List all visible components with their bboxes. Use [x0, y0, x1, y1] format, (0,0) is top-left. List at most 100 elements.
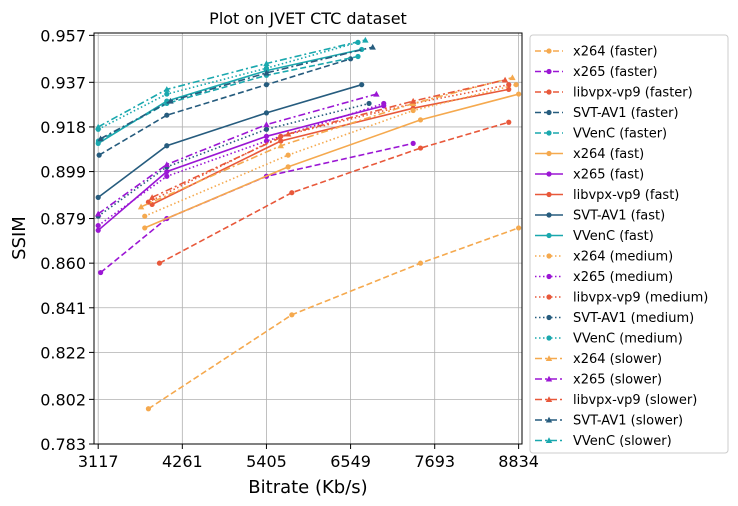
data-point [164, 173, 170, 179]
series-line [97, 83, 362, 199]
data-point [410, 140, 416, 146]
series-9 [95, 82, 365, 200]
data-point [145, 406, 152, 412]
legend-entry: SVT-AV1 (medium) [535, 311, 694, 326]
data-point [142, 225, 148, 231]
x-tick-label: 5405 [246, 452, 287, 471]
plot-area [93, 32, 523, 445]
legend-label: SVT-AV1 (fast) [573, 209, 665, 224]
x-tick-label: 7693 [414, 452, 455, 471]
data-point [95, 194, 101, 200]
x-tick-label: 4261 [162, 452, 203, 471]
series-line [159, 121, 510, 264]
y-axis-label: SSIM [9, 216, 30, 260]
legend-label: VVenC (slower) [573, 434, 672, 449]
legend-label: libvpx-vp9 (medium) [573, 291, 708, 306]
data-point [94, 210, 102, 217]
legend-marker [546, 273, 552, 280]
legend-label: x264 (medium) [573, 250, 673, 265]
data-point [263, 110, 270, 116]
data-point [509, 74, 516, 81]
y-tick-label: 0.879 [40, 210, 86, 229]
series-4 [96, 56, 354, 158]
legend-label: VVenC (faster) [573, 127, 667, 142]
legend-marker [545, 416, 553, 423]
data-point [381, 100, 387, 107]
data-point [369, 43, 376, 50]
data-point [95, 140, 101, 146]
legend-label: x265 (faster) [573, 65, 658, 80]
legend-label: x265 (fast) [573, 168, 644, 183]
legend-entry: x264 (slower) [535, 352, 662, 367]
data-point [98, 269, 104, 276]
data-point [410, 107, 416, 114]
y-tick-label: 0.899 [40, 163, 86, 182]
legend-entry: SVT-AV1 (slower) [535, 414, 683, 429]
legend-entry: libvpx-vp9 (faster) [535, 86, 693, 101]
series-17 [94, 90, 380, 217]
legend-label: libvpx-vp9 (fast) [573, 188, 679, 203]
legend-entry: VVenC (faster) [535, 127, 667, 142]
legend-marker [546, 232, 552, 239]
legend-label: SVT-AV1 (medium) [573, 311, 694, 326]
legend-marker [546, 253, 552, 259]
series-line [151, 79, 506, 199]
legend-marker [545, 355, 553, 362]
x-axis: 3117 4261 5405 6549 7693 8834 [78, 444, 539, 471]
legend-marker [546, 89, 552, 95]
series-line [147, 227, 519, 410]
legend-entry: x265 (slower) [535, 373, 662, 388]
data-point [263, 69, 270, 76]
data-point [409, 97, 417, 104]
data-point [277, 142, 284, 149]
data-point [94, 123, 102, 130]
y-tick-label: 0.918 [40, 118, 86, 137]
legend-marker [546, 48, 552, 54]
x-axis-label: Bitrate (Kb/s) [248, 477, 367, 498]
legend-marker [546, 335, 552, 341]
data-point [167, 97, 174, 104]
series-3 [156, 119, 512, 266]
legend-label: SVT-AV1 (faster) [573, 106, 679, 121]
legend-entry: SVT-AV1 (faster) [535, 106, 679, 121]
chart-title: Plot on JVET CTC dataset [209, 9, 407, 28]
series-line [144, 93, 519, 229]
legend-label: VVenC (fast) [573, 229, 654, 244]
legend-marker [545, 396, 553, 403]
data-point [95, 227, 101, 233]
series-20 [94, 36, 369, 130]
data-point [263, 121, 270, 128]
data-point [263, 133, 270, 139]
series-11 [142, 82, 519, 219]
legend-marker [546, 68, 552, 75]
series-18 [148, 76, 509, 200]
legend-label: x265 (slower) [573, 373, 662, 388]
legend-entry: x264 (fast) [535, 147, 644, 162]
legend-marker [546, 150, 552, 157]
series-6 [142, 91, 522, 231]
legend-marker [546, 212, 552, 218]
data-point [97, 135, 104, 142]
data-point [156, 260, 163, 266]
legend-label: libvpx-vp9 (slower) [573, 393, 697, 408]
legend-marker [546, 109, 552, 116]
data-point [263, 65, 270, 71]
legend-entry: x265 (fast) [535, 168, 644, 183]
x-tick-label: 8834 [498, 452, 539, 471]
data-point [163, 161, 171, 168]
data-point [164, 143, 170, 149]
series-line [98, 58, 351, 156]
data-point [278, 138, 284, 144]
data-point [164, 168, 170, 175]
legend-entry: libvpx-vp9 (fast) [535, 188, 679, 203]
legend-entry: libvpx-vp9 (medium) [535, 291, 708, 306]
legend: x264 (faster) x265 (faster) libvpx-vp9 (fa… [529, 34, 729, 454]
legend-marker [546, 191, 552, 198]
series-line [148, 83, 509, 203]
data-point [137, 203, 145, 210]
series-1 [145, 225, 522, 412]
series-line [97, 105, 384, 231]
legend-marker [546, 171, 552, 177]
legend-label: x264 (fast) [573, 147, 644, 162]
